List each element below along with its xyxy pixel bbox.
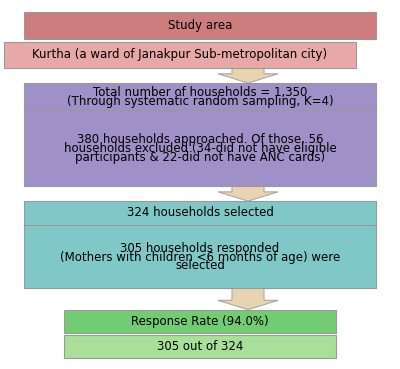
FancyBboxPatch shape [4, 42, 356, 68]
Polygon shape [218, 186, 278, 201]
Polygon shape [218, 288, 278, 310]
Text: 305 households responded: 305 households responded [120, 242, 280, 255]
Text: selected: selected [175, 259, 225, 272]
Text: households excluded (34-did not have eligible: households excluded (34-did not have eli… [64, 142, 336, 155]
FancyBboxPatch shape [64, 335, 336, 358]
Text: Total number of households = 1,350: Total number of households = 1,350 [93, 86, 307, 99]
FancyBboxPatch shape [24, 83, 376, 186]
Text: 380 households approached. Of those, 56: 380 households approached. Of those, 56 [77, 133, 323, 146]
Text: (Through systematic random sampling, K=4): (Through systematic random sampling, K=4… [67, 95, 333, 108]
Text: 324 households selected: 324 households selected [126, 206, 274, 219]
FancyBboxPatch shape [24, 12, 376, 39]
Text: participants & 22-did not have ANC cards): participants & 22-did not have ANC cards… [75, 151, 325, 164]
Polygon shape [218, 68, 278, 83]
FancyBboxPatch shape [64, 310, 336, 333]
Text: 305 out of 324: 305 out of 324 [157, 340, 243, 353]
Text: Kurtha (a ward of Janakpur Sub-metropolitan city): Kurtha (a ward of Janakpur Sub-metropoli… [32, 48, 328, 62]
Text: (Mothers with children <6 months of age) were: (Mothers with children <6 months of age)… [60, 251, 340, 263]
Text: Study area: Study area [168, 19, 232, 32]
FancyBboxPatch shape [24, 201, 376, 288]
Text: Response Rate (94.0%): Response Rate (94.0%) [131, 315, 269, 328]
